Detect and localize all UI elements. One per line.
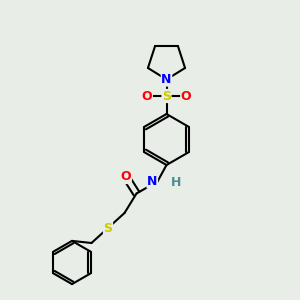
Text: O: O bbox=[181, 89, 191, 103]
Text: N: N bbox=[161, 73, 172, 86]
Text: S: S bbox=[103, 221, 112, 235]
Text: H: H bbox=[171, 176, 181, 189]
Text: S: S bbox=[162, 89, 171, 103]
Text: N: N bbox=[147, 175, 158, 188]
Text: O: O bbox=[121, 170, 131, 184]
Text: O: O bbox=[142, 89, 152, 103]
